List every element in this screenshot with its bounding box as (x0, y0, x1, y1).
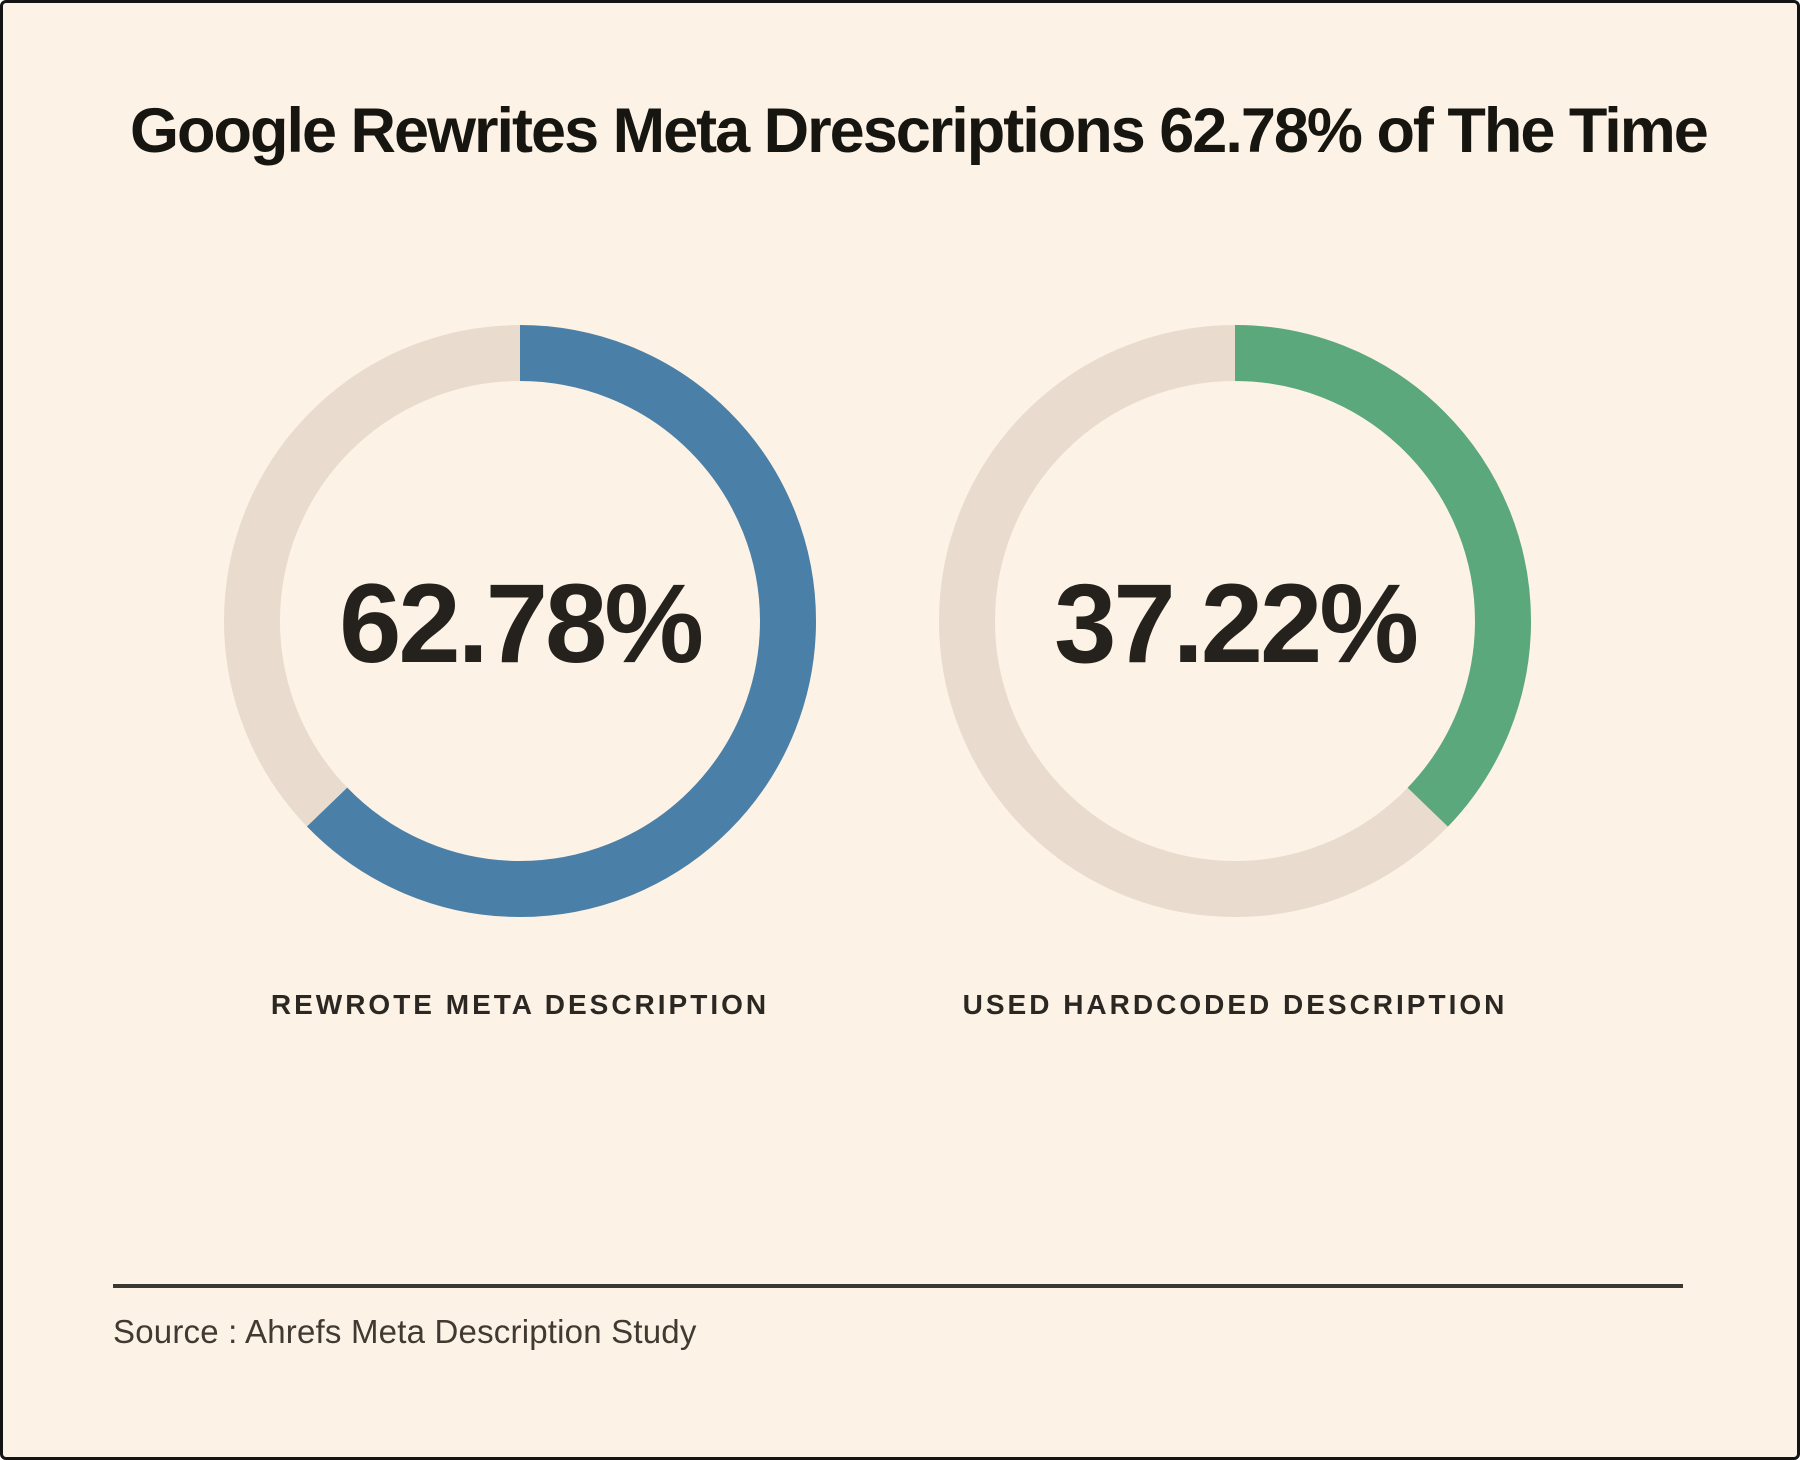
donut-ring-hardcoded: 37.22% (939, 325, 1531, 917)
donut-svg (939, 325, 1531, 917)
donut-value-hardcoded: 37.22% (1054, 560, 1419, 686)
donut-label-hardcoded: USED HARDCODED DESCRIPTION (962, 989, 1508, 1020)
donut-label-rewrote: REWROTE META DESCRIPTION (270, 989, 770, 1020)
donut-value-rewrote: 62.78% (339, 560, 704, 686)
donut-arc (224, 325, 816, 917)
source-attribution: Source : Ahrefs Meta Description Study (113, 1313, 697, 1350)
donut-arc (939, 325, 1531, 917)
donut-chart-hardcoded: 37.22% USED HARDCODED DESCRIPTION (939, 325, 1531, 1067)
donut-ring-rewrote: 62.78% (224, 325, 816, 917)
donut-svg (224, 325, 816, 917)
page-title: Google Rewrites Meta Drescriptions 62.78… (130, 96, 1709, 166)
donut-chart-rewrote: 62.78% REWROTE META DESCRIPTION (224, 325, 816, 1067)
footer-divider (113, 1284, 1683, 1288)
